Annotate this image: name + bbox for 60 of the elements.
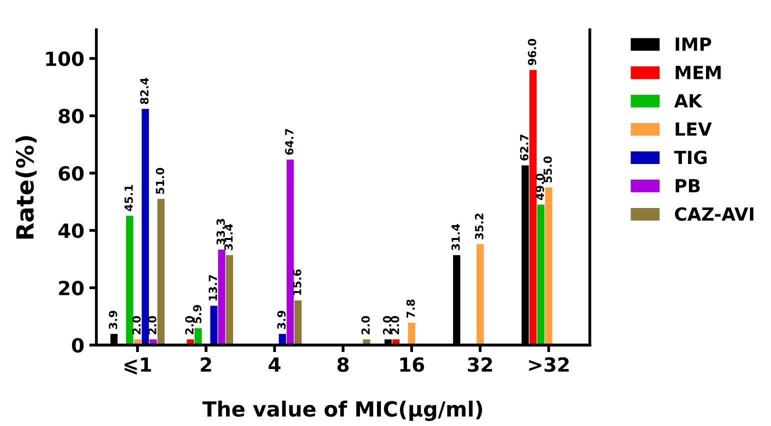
data-label: 2.0	[382, 316, 392, 334]
data-label: 33.3	[216, 218, 225, 245]
x-tick-label: ⩽1	[124, 357, 152, 375]
y-tick-label: 0	[72, 338, 84, 353]
data-label: 15.6	[292, 269, 302, 295]
data-label: 3.9	[277, 310, 286, 329]
bar	[408, 322, 416, 346]
bar	[126, 216, 134, 346]
bar	[529, 70, 537, 346]
y-tick-label: 100	[46, 51, 84, 66]
x-tick-label: 32	[468, 357, 492, 372]
x-tick-label: 2	[200, 357, 212, 372]
bar	[142, 108, 149, 346]
y-tick-label: 60	[58, 166, 84, 181]
y-tick-label: 80	[58, 108, 84, 124]
data-label: 51.0	[156, 168, 164, 194]
x-tick-label: >32	[529, 357, 569, 372]
data-label: 55.0	[544, 156, 552, 182]
data-label: 96.0	[528, 38, 536, 66]
legend-label: MEM	[676, 66, 721, 80]
bar	[476, 244, 484, 346]
data-label: 31.4	[224, 224, 233, 250]
data-label: 2.0	[390, 316, 400, 334]
bar	[210, 306, 218, 346]
data-label: 2.0	[361, 316, 370, 334]
bar	[286, 160, 294, 346]
y-tick-label: 20	[59, 280, 84, 296]
data-label: 31.4	[451, 224, 460, 250]
x-tick-label: 8	[338, 357, 349, 372]
data-label: 13.7	[208, 275, 218, 300]
data-label: 35.2	[474, 214, 484, 240]
data-label: 2.0	[132, 316, 141, 334]
x-tick-label: 4	[268, 357, 280, 372]
data-label: 3.9	[108, 310, 118, 329]
bar	[218, 250, 226, 346]
x-tick-label: 16	[400, 357, 424, 372]
bar	[157, 198, 165, 346]
legend-label: CAZ-AVI	[674, 207, 754, 221]
data-label: 2.0	[185, 316, 194, 334]
data-label: 62.7	[520, 134, 528, 161]
y-tick-label: 40	[58, 223, 84, 238]
y-axis-title: Rate(%)	[16, 136, 37, 239]
x-axis-title: The value of MIC(μg/ml)	[202, 400, 482, 422]
bar	[294, 300, 302, 346]
bar	[545, 187, 552, 346]
bar	[194, 328, 202, 346]
data-label: 82.4	[140, 78, 149, 104]
data-label: 5.9	[193, 305, 202, 324]
data-label: 7.8	[406, 300, 415, 318]
data-label: 64.7	[285, 128, 294, 155]
bar	[537, 204, 544, 346]
data-label: 49.0	[536, 174, 544, 200]
legend-label: AK	[674, 94, 703, 108]
legend-label: LEV	[676, 122, 712, 136]
data-label: 2.0	[148, 316, 156, 334]
data-label: 45.1	[124, 184, 133, 212]
legend-label: PB	[676, 179, 700, 192]
legend-label: TIG	[674, 150, 707, 164]
bar	[226, 255, 234, 346]
legend-label: IMP	[676, 38, 712, 51]
